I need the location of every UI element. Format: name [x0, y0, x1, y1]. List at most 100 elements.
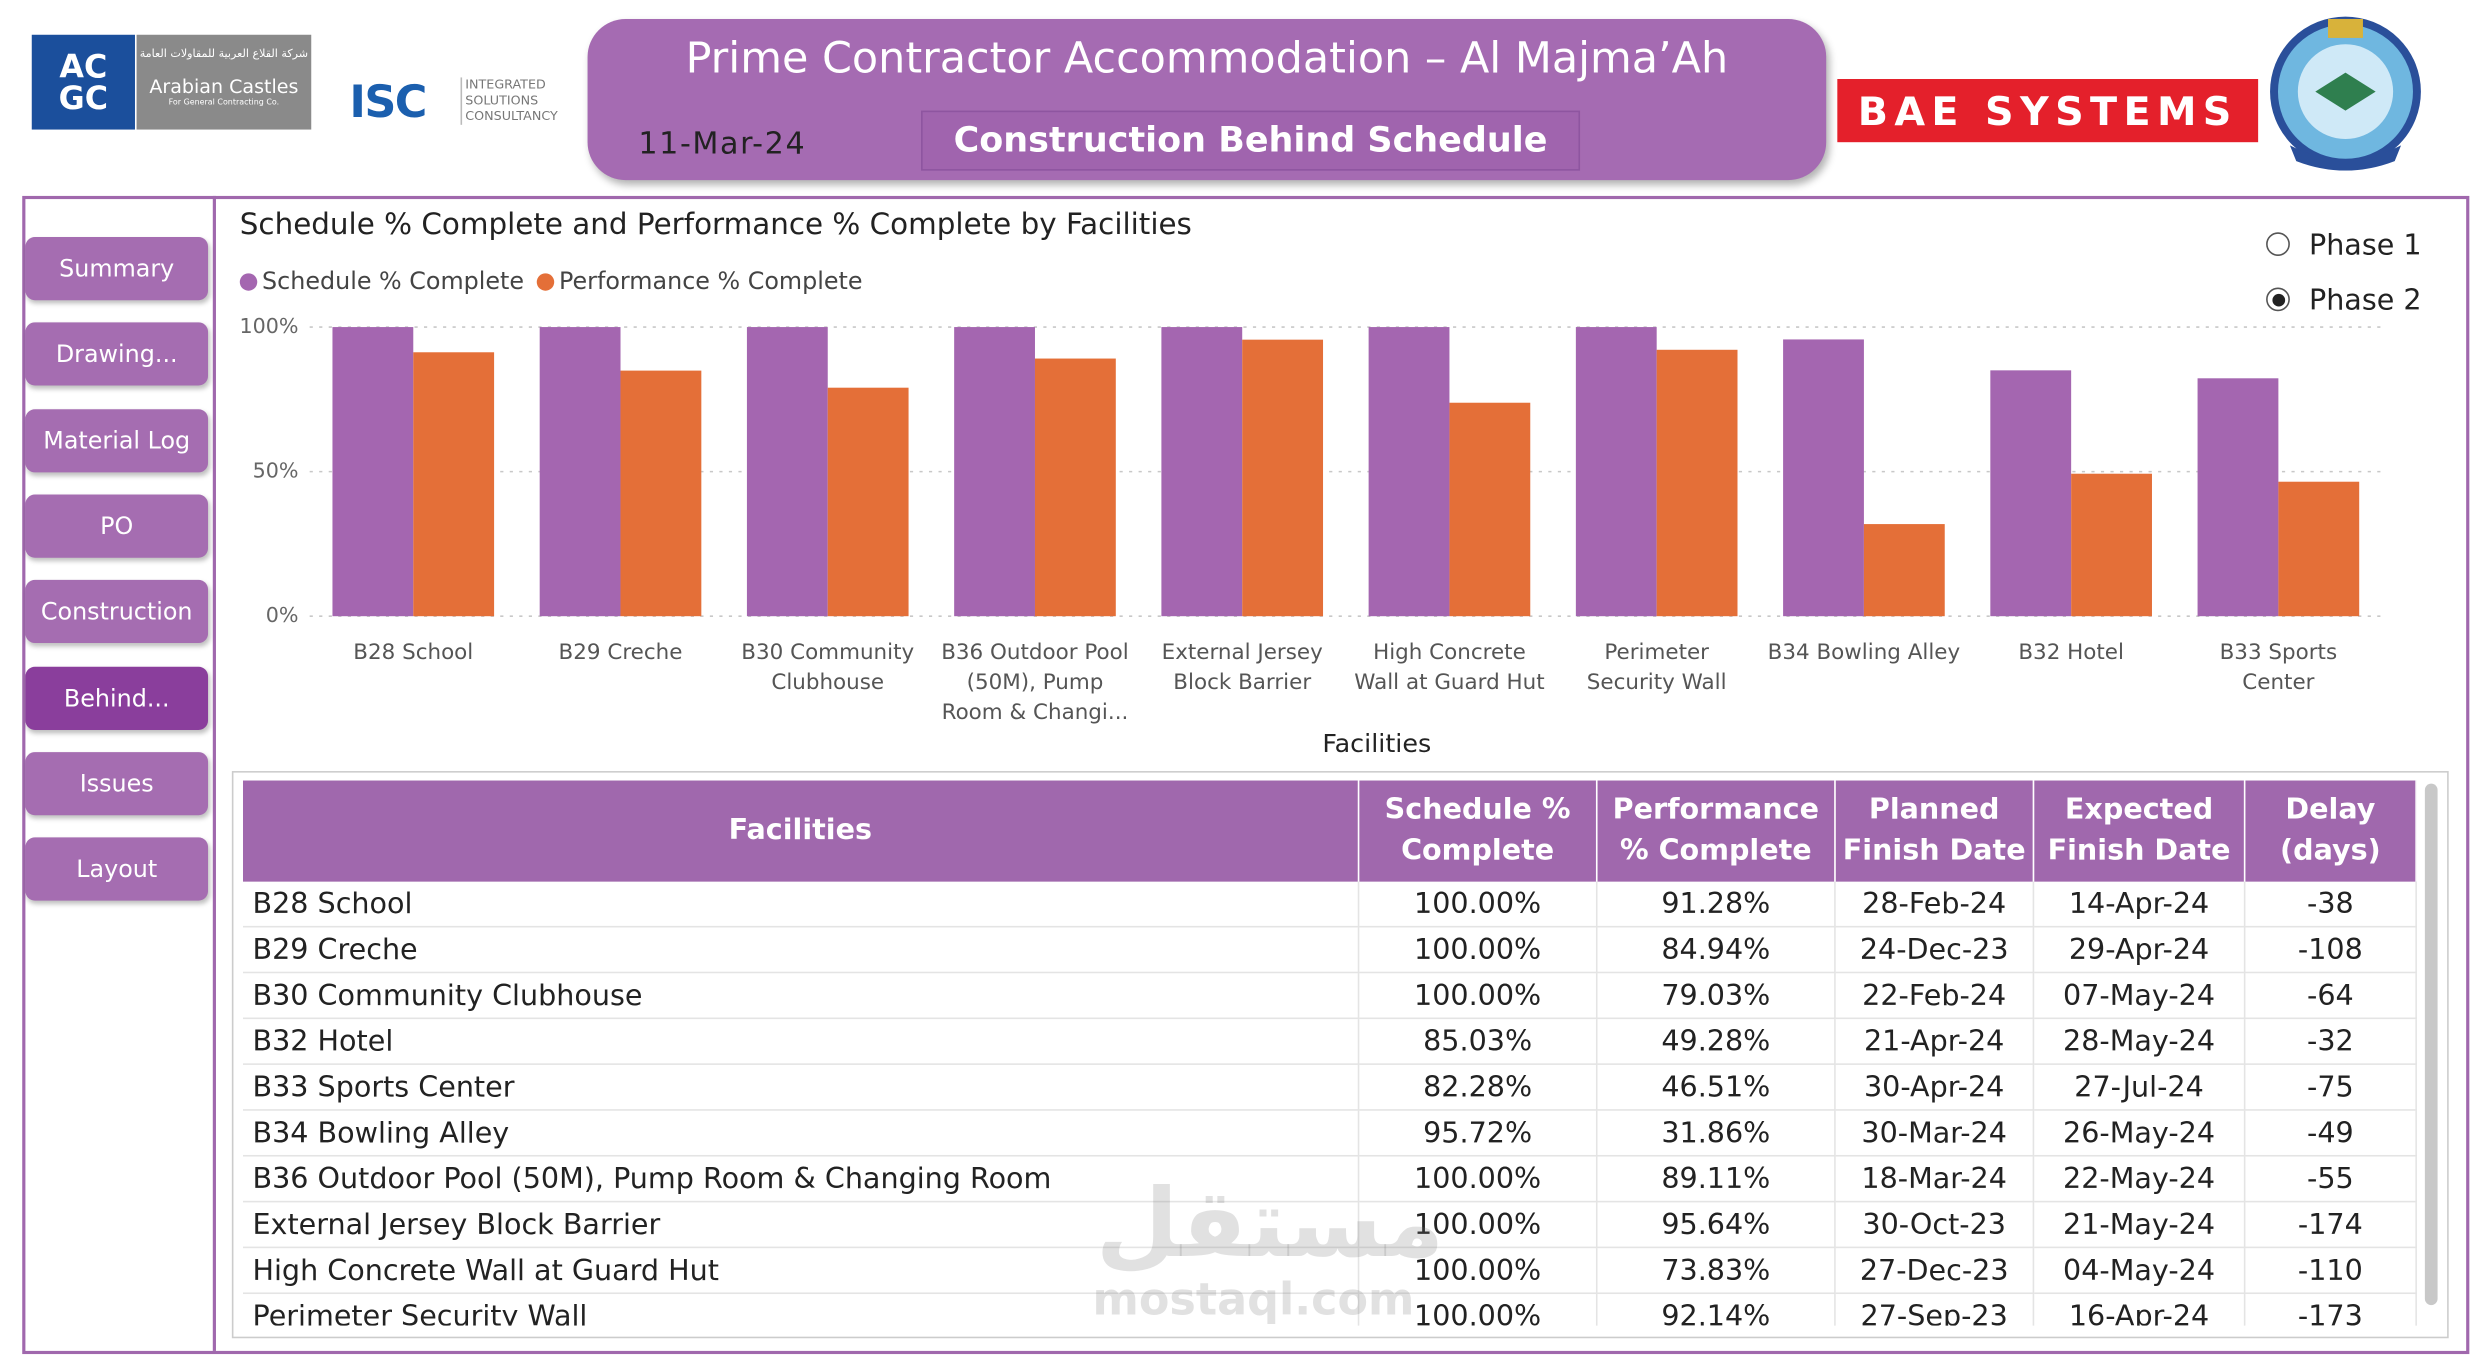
- table-cell: 100.00%: [1358, 1201, 1598, 1249]
- bar[interactable]: [1242, 339, 1324, 617]
- x-tick-label: B36 Outdoor Pool (50M), Pump Room & Chan…: [941, 639, 1129, 726]
- emblem: [2270, 16, 2421, 171]
- bar[interactable]: [332, 327, 414, 617]
- bae-logo: BAE SYSTEMS: [1837, 79, 2259, 143]
- table-cell: 85.03%: [1358, 1018, 1598, 1065]
- column-header[interactable]: Delay (days): [2244, 780, 2417, 882]
- table-cell: 73.83%: [1596, 1247, 1836, 1295]
- table-cell: B34 Bowling Alley: [242, 1109, 1360, 1157]
- scrollbar[interactable]: [2424, 783, 2438, 1306]
- bar[interactable]: [1575, 327, 1657, 617]
- column-header[interactable]: Facilities: [242, 780, 1360, 882]
- header-subtitle: Construction Behind Schedule: [953, 120, 1548, 161]
- bar[interactable]: [827, 387, 909, 617]
- bar[interactable]: [2071, 473, 2152, 617]
- table-row: External Jersey Block Barrier 100.00% 95.6…: [242, 1201, 2417, 1249]
- bar[interactable]: [1161, 327, 1243, 617]
- nav-button[interactable]: Layout: [25, 837, 209, 901]
- column-header[interactable]: Expected Finish Date: [2033, 780, 2246, 882]
- radio[interactable]: [2266, 232, 2290, 256]
- table-cell: 31.86%: [1596, 1109, 1836, 1157]
- table-cell: B36 Outdoor Pool (50M), Pump Room & Chan…: [242, 1155, 1360, 1203]
- table-row: High Concrete Wall at Guard Hut 100.00% 73…: [242, 1247, 2417, 1295]
- bar[interactable]: [1656, 349, 1738, 617]
- bar[interactable]: [1449, 402, 1531, 617]
- table-cell: -55: [2244, 1155, 2417, 1203]
- column-header[interactable]: Performance % Complete: [1596, 780, 1836, 882]
- column-header[interactable]: Schedule % Complete: [1358, 780, 1598, 882]
- bar[interactable]: [1783, 339, 1864, 617]
- table-row: B36 Outdoor Pool (50M), Pump Room & Chan…: [242, 1155, 2417, 1203]
- bar[interactable]: [2197, 378, 2279, 617]
- radio-dot: [2271, 293, 2285, 306]
- table-cell: B33 Sports Center: [242, 1064, 1360, 1111]
- legend-swatch: [239, 272, 258, 290]
- isc-name: INTEGRATED SOLUTIONS CONSULTANCY: [460, 77, 571, 125]
- acgc-name-box: شركة القلاع العربية للمقاولات العامة Ara…: [136, 34, 312, 130]
- bar[interactable]: [1368, 327, 1450, 617]
- bar[interactable]: [620, 370, 702, 617]
- nav-button[interactable]: Summary: [25, 237, 209, 301]
- table: Facilities Schedule % Complete Performance…: [242, 780, 2417, 1326]
- legend-label: Schedule % Complete: [262, 267, 525, 296]
- table-cell: External Jersey Block Barrier: [242, 1201, 1360, 1249]
- table-cell: Perimeter Security Wall: [242, 1293, 1360, 1326]
- table-cell: 27-Sep-23: [1834, 1293, 2035, 1326]
- table-cell: 49.28%: [1596, 1018, 1836, 1065]
- table-row: Perimeter Security Wall 100.00% 92.14% 27-S…: [242, 1293, 2417, 1326]
- table-cell: 46.51%: [1596, 1064, 1836, 1111]
- table-cell: -174: [2244, 1201, 2417, 1249]
- bar[interactable]: [1034, 358, 1116, 617]
- table-cell: 100.00%: [1358, 881, 1598, 928]
- table-cell: 82.28%: [1358, 1064, 1598, 1111]
- legend-swatch: [536, 272, 555, 290]
- emblem-shape: [2315, 72, 2376, 111]
- nav-button[interactable]: Issues: [25, 751, 209, 815]
- bae-text: BAE SYSTEMS: [1857, 87, 2238, 134]
- column-header[interactable]: Planned Finish Date: [1834, 780, 2035, 882]
- subtitle-box: Construction Behind Schedule: [921, 110, 1581, 171]
- bar[interactable]: [954, 327, 1035, 617]
- table-cell: 95.72%: [1358, 1109, 1598, 1157]
- radio-label[interactable]: Phase 2: [2308, 284, 2422, 318]
- radio[interactable]: [2266, 287, 2290, 312]
- table-row: B32 Hotel 85.03% 49.28% 21-Apr-24 28-May-24-…: [242, 1018, 2417, 1065]
- radio-label[interactable]: Phase 1: [2308, 229, 2422, 263]
- nav-button[interactable]: Construction: [25, 580, 209, 644]
- table-cell: 100.00%: [1358, 1247, 1598, 1295]
- x-tick-label: B34 Bowling Alley: [1767, 639, 1961, 666]
- table-cell: 79.03%: [1596, 972, 1836, 1020]
- table-cell: 24-Dec-23: [1834, 926, 2035, 974]
- legend-label: Performance % Complete: [559, 267, 863, 296]
- header-title: Prime Contractor Accommodation – Al Majm…: [685, 34, 1729, 84]
- header-date: 11-Mar-24: [638, 126, 807, 162]
- table-cell: -38: [2244, 881, 2417, 928]
- nav-button[interactable]: PO: [25, 494, 209, 558]
- nav-button[interactable]: Drawing...: [25, 322, 209, 386]
- table-cell: -110: [2244, 1247, 2417, 1295]
- table-cell: 100.00%: [1358, 926, 1598, 974]
- table-cell: 14-Apr-24: [2033, 881, 2246, 928]
- nav-button[interactable]: Behind...: [25, 665, 209, 730]
- table-cell: 28-Feb-24: [1834, 881, 2035, 928]
- watermark-arabic: مستقل: [1095, 1169, 1445, 1280]
- bar[interactable]: [2278, 481, 2360, 617]
- acgc-text: AC GC: [58, 47, 109, 117]
- isc-logo: ISC: [349, 75, 427, 128]
- table-cell: 89.11%: [1596, 1155, 1836, 1203]
- table-cell: 95.64%: [1596, 1201, 1836, 1249]
- bar[interactable]: [1990, 370, 2072, 617]
- nav-button[interactable]: Material Log: [25, 408, 209, 472]
- bar[interactable]: [539, 327, 621, 617]
- table-cell: 27-Dec-23: [1834, 1247, 2035, 1295]
- x-tick-label: B28 School: [353, 639, 474, 666]
- bar[interactable]: [413, 352, 495, 617]
- bar[interactable]: [746, 327, 828, 617]
- table-cell: 22-May-24: [2033, 1155, 2246, 1203]
- table-cell: 30-Mar-24: [1834, 1109, 2035, 1157]
- table-cell: 07-May-24: [2033, 972, 2246, 1020]
- table-cell: 16-Apr-24: [2033, 1293, 2246, 1326]
- x-tick-label: B30 Community Clubhouse: [741, 639, 915, 696]
- x-tick-label: Perimeter Security Wall: [1586, 639, 1727, 696]
- bar[interactable]: [1863, 524, 1945, 617]
